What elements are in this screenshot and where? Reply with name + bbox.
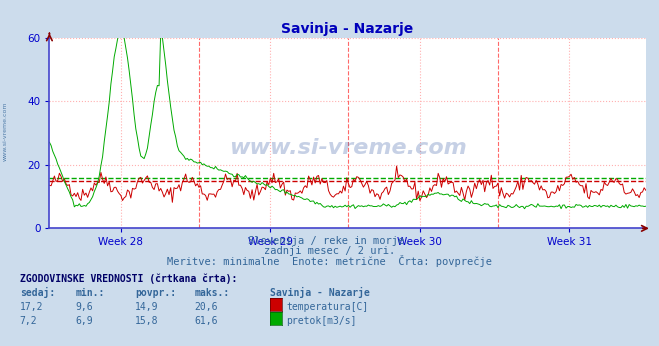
Text: Savinja - Nazarje: Savinja - Nazarje — [270, 287, 370, 298]
Text: Slovenija / reke in morje.: Slovenija / reke in morje. — [248, 236, 411, 246]
Text: povpr.:: povpr.: — [135, 288, 176, 298]
Text: 17,2: 17,2 — [20, 302, 43, 312]
Text: min.:: min.: — [76, 288, 105, 298]
Text: 14,9: 14,9 — [135, 302, 159, 312]
Text: www.si-vreme.com: www.si-vreme.com — [229, 138, 467, 158]
Text: 7,2: 7,2 — [20, 316, 38, 326]
Text: pretok[m3/s]: pretok[m3/s] — [286, 316, 357, 326]
Text: 15,8: 15,8 — [135, 316, 159, 326]
Text: zadnji mesec / 2 uri.: zadnji mesec / 2 uri. — [264, 246, 395, 256]
Text: 61,6: 61,6 — [194, 316, 218, 326]
Title: Savinja - Nazarje: Savinja - Nazarje — [281, 21, 414, 36]
Text: maks.:: maks.: — [194, 288, 229, 298]
Text: sedaj:: sedaj: — [20, 287, 55, 298]
Text: ZGODOVINSKE VREDNOSTI (črtkana črta):: ZGODOVINSKE VREDNOSTI (črtkana črta): — [20, 273, 237, 284]
Text: www.si-vreme.com: www.si-vreme.com — [3, 102, 8, 161]
Text: 20,6: 20,6 — [194, 302, 218, 312]
Text: Meritve: minimalne  Enote: metrične  Črta: povprečje: Meritve: minimalne Enote: metrične Črta:… — [167, 255, 492, 267]
Text: temperatura[C]: temperatura[C] — [286, 302, 368, 312]
Text: 6,9: 6,9 — [76, 316, 94, 326]
Text: 9,6: 9,6 — [76, 302, 94, 312]
